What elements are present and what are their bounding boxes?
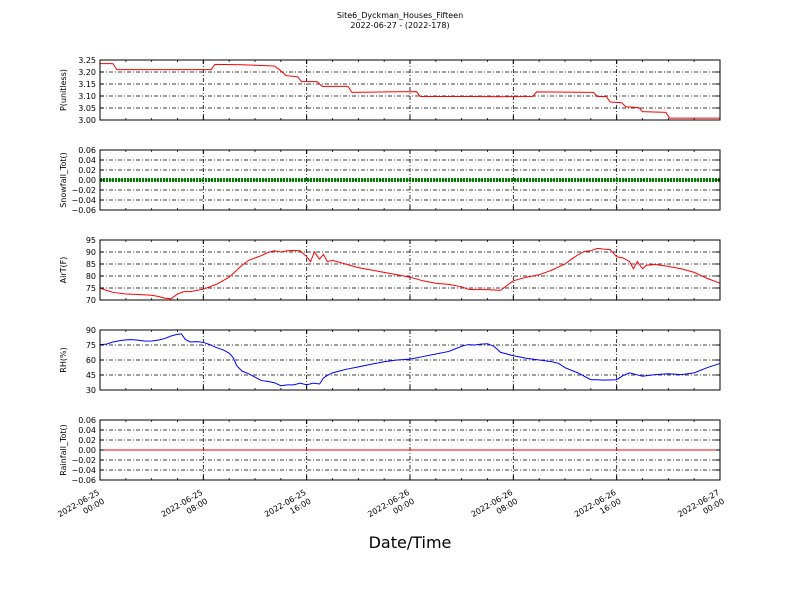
x-tick-label: 2022-06-2608:00 xyxy=(470,488,520,528)
y-tick-label: 90 xyxy=(86,326,96,335)
x-tick-label: 2022-06-2700:00 xyxy=(676,488,726,528)
x-tick-label: 2022-06-2616:00 xyxy=(573,488,623,528)
y-tick-label: 3.05 xyxy=(78,104,96,113)
y-tick-label: 45 xyxy=(86,371,96,380)
y-tick-label: 95 xyxy=(86,236,96,245)
y-tick-label: 60 xyxy=(86,356,96,365)
y-tick-label: 30 xyxy=(86,386,96,395)
y-tick-label: 3.20 xyxy=(78,68,96,77)
y-tick-label: 0.04 xyxy=(78,426,96,435)
y-tick-label: 90 xyxy=(86,248,96,257)
y-tick-label: −0.06 xyxy=(71,476,96,485)
series-line xyxy=(100,63,720,119)
y-tick-label: −0.06 xyxy=(71,206,96,215)
y-tick-label: −0.02 xyxy=(71,186,96,195)
y-axis-label: P(unitless) xyxy=(59,69,68,111)
y-axis-label: AirT(F) xyxy=(59,257,68,284)
x-axis-title: Date/Time xyxy=(368,533,452,552)
y-tick-label: 0.04 xyxy=(78,156,96,165)
y-tick-label: 0.02 xyxy=(78,166,96,175)
chart-subtitle: 2022-06-27 - (2022-178) xyxy=(350,21,450,30)
y-tick-label: 0.00 xyxy=(78,176,96,185)
y-axis-label: Rainfall_Tot() xyxy=(59,424,68,476)
y-tick-label: 0.06 xyxy=(78,146,96,155)
y-tick-label: 3.00 xyxy=(78,116,96,125)
y-axis-label: Snowfall_Tot() xyxy=(59,152,68,208)
y-tick-label: 3.10 xyxy=(78,92,96,101)
y-tick-label: −0.02 xyxy=(71,456,96,465)
x-tick-label: 2022-06-2508:00 xyxy=(160,488,210,528)
y-tick-label: 3.15 xyxy=(78,80,96,89)
series-line xyxy=(99,247,721,300)
y-tick-label: 70 xyxy=(86,296,96,305)
y-tick-label: 3.25 xyxy=(78,56,96,65)
y-tick-label: 0.00 xyxy=(78,446,96,455)
y-tick-label: 75 xyxy=(86,284,96,293)
y-tick-label: −0.04 xyxy=(71,466,96,475)
x-tick-label: 2022-06-2500:00 xyxy=(56,488,106,528)
series-line xyxy=(99,333,721,387)
y-axis-label: RH(%) xyxy=(59,347,68,372)
y-tick-label: 85 xyxy=(86,260,96,269)
x-tick-label: 2022-06-2516:00 xyxy=(263,488,313,528)
y-tick-label: 80 xyxy=(86,272,96,281)
x-tick-label: 2022-06-2600:00 xyxy=(366,488,416,528)
y-tick-label: −0.04 xyxy=(71,196,96,205)
y-tick-label: 75 xyxy=(86,341,96,350)
y-tick-label: 0.06 xyxy=(78,416,96,425)
y-tick-label: 0.02 xyxy=(78,436,96,445)
chart-title: Site6_Dyckman_Houses_Fifteen xyxy=(336,11,464,20)
